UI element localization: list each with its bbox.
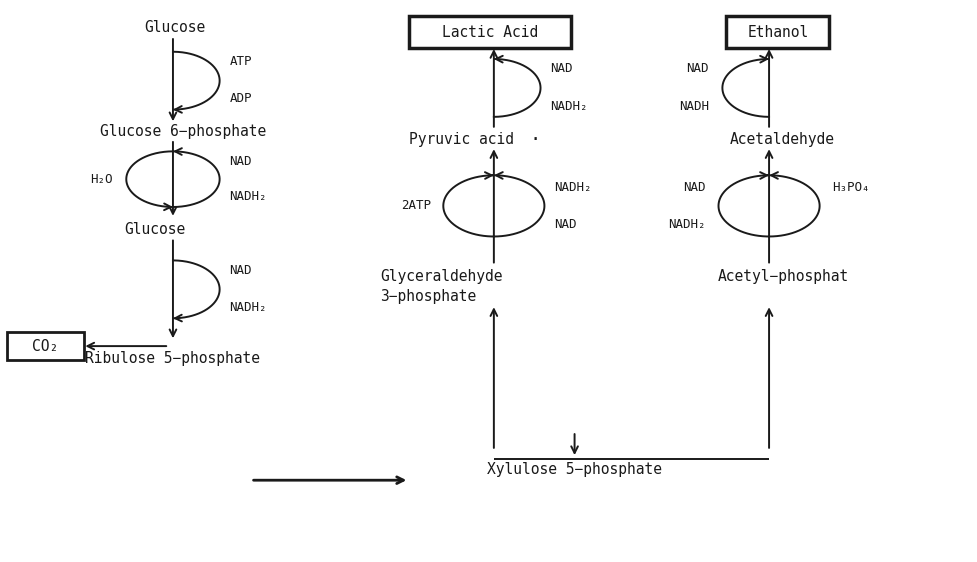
Text: ADP: ADP: [230, 92, 252, 105]
Text: NAD: NAD: [230, 265, 252, 278]
Text: NADH₂: NADH₂: [230, 190, 267, 203]
Text: NADH₂: NADH₂: [667, 217, 705, 231]
Text: ·: ·: [530, 130, 540, 148]
Text: Ethanol: Ethanol: [746, 25, 808, 40]
Text: Glucose 6−phosphate: Glucose 6−phosphate: [100, 124, 266, 139]
FancyBboxPatch shape: [408, 16, 571, 48]
Text: Lactic Acid: Lactic Acid: [442, 25, 537, 40]
Text: NAD: NAD: [683, 181, 705, 194]
Text: H₃PO₄: H₃PO₄: [831, 181, 869, 194]
Text: Pyruvic acid: Pyruvic acid: [408, 132, 514, 147]
Text: NADH: NADH: [678, 101, 708, 114]
Text: Glucose: Glucose: [124, 223, 186, 237]
FancyBboxPatch shape: [726, 16, 828, 48]
Text: NAD: NAD: [554, 217, 576, 231]
Text: CO₂: CO₂: [32, 338, 59, 353]
Text: Acetaldehyde: Acetaldehyde: [730, 132, 834, 147]
Text: ATP: ATP: [230, 55, 252, 67]
Text: NADH₂: NADH₂: [550, 101, 587, 114]
Text: NAD: NAD: [230, 155, 252, 168]
Text: Xylulose 5−phosphate: Xylulose 5−phosphate: [487, 461, 661, 477]
Text: NAD: NAD: [686, 62, 708, 75]
Text: 2ATP: 2ATP: [401, 200, 430, 212]
Text: H₂O: H₂O: [90, 173, 112, 185]
Text: 3−phosphate: 3−phosphate: [380, 289, 476, 304]
Text: NAD: NAD: [550, 62, 573, 75]
Text: NADH₂: NADH₂: [554, 181, 591, 194]
FancyBboxPatch shape: [7, 332, 84, 360]
Text: NADH₂: NADH₂: [230, 301, 267, 314]
Text: Ribulose 5−phosphate: Ribulose 5−phosphate: [85, 351, 260, 366]
Text: Glucose: Glucose: [144, 20, 205, 35]
Text: Acetyl−phosphat: Acetyl−phosphat: [717, 269, 848, 284]
Text: Glyceraldehyde: Glyceraldehyde: [380, 269, 502, 284]
